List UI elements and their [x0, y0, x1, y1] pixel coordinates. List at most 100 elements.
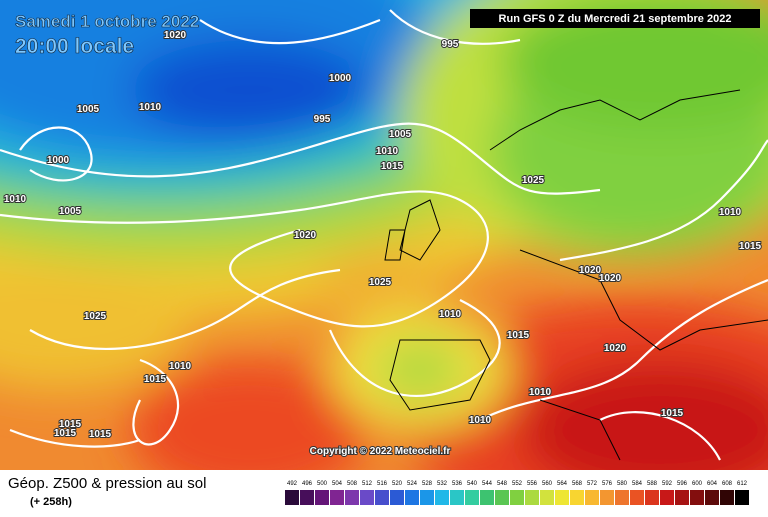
scale-label: 524 [407, 481, 418, 487]
scale-label: 556 [527, 481, 538, 487]
scale-label: 572 [587, 481, 598, 487]
scale-label: 596 [677, 481, 688, 487]
scale-swatch [690, 490, 704, 505]
scale-swatch [570, 490, 584, 505]
scale-swatch [315, 490, 329, 505]
scale-swatch [720, 490, 734, 505]
scale-label: 552 [512, 481, 523, 487]
scale-label: 584 [632, 481, 643, 487]
isobar-label: 1010 [719, 207, 742, 218]
isobar-label: 995 [314, 114, 331, 125]
scale-swatch [450, 490, 464, 505]
scale-swatch [675, 490, 689, 505]
isobar-label: 1005 [59, 206, 82, 217]
scale-label: 576 [602, 481, 613, 487]
isobar-label: 1010 [139, 102, 162, 113]
scale-label: 512 [362, 481, 373, 487]
scale-swatch [480, 490, 494, 505]
isobar-label: 1025 [84, 311, 107, 322]
scale-label: 604 [707, 481, 718, 487]
scale-swatch [510, 490, 524, 505]
scale-label: 540 [467, 481, 478, 487]
isobar-label: 1015 [381, 161, 404, 172]
scale-label: 544 [482, 481, 493, 487]
scale-label: 580 [617, 481, 628, 487]
scale-label: 560 [542, 481, 553, 487]
scale-swatch [345, 490, 359, 505]
scale-label: 548 [497, 481, 508, 487]
scale-label: 600 [692, 481, 703, 487]
scale-label: 564 [557, 481, 568, 487]
scale-swatch [495, 490, 509, 505]
scale-swatch [300, 490, 314, 505]
scale-swatch [390, 490, 404, 505]
isobar-label: 1025 [369, 277, 392, 288]
scale-label: 496 [302, 481, 313, 487]
isobar-label: 1015 [739, 241, 762, 252]
copyright: Copyright © 2022 Meteociel.fr [310, 446, 451, 457]
scale-swatch [645, 490, 659, 505]
isobar-label: 1015 [54, 428, 77, 439]
scale-label: 588 [647, 481, 658, 487]
scale-label: 504 [332, 481, 343, 487]
map-time: 20:00 locale [15, 35, 134, 58]
scale-swatch [660, 490, 674, 505]
isobar-label: 1015 [89, 429, 112, 440]
scale-label: 608 [722, 481, 733, 487]
isobar-label: 1000 [329, 73, 352, 84]
isobar-label: 1000 [47, 155, 70, 166]
footer-title: Géop. Z500 & pression au sol [8, 475, 206, 492]
isobar-label: 1005 [77, 104, 100, 115]
isobar-label: 1010 [439, 309, 462, 320]
scale-label: 528 [422, 481, 433, 487]
isobar-label: 1010 [4, 194, 27, 205]
isobar-label: 1020 [599, 273, 622, 284]
scale-swatch [285, 490, 299, 505]
isobar-label: 1020 [579, 265, 602, 276]
scale-label: 516 [377, 481, 388, 487]
isobar-label: 1015 [144, 374, 167, 385]
isobar-label: 1015 [661, 408, 684, 419]
isobar-label: 1015 [59, 419, 82, 430]
isobar-label: 1020 [294, 230, 317, 241]
scale-label: 508 [347, 481, 358, 487]
scale-swatch [585, 490, 599, 505]
scale-swatch [735, 490, 749, 505]
isobar-label: 1015 [507, 330, 530, 341]
scale-label: 592 [662, 481, 673, 487]
isobar-label: 1005 [389, 129, 412, 140]
map-date: Samedi 1 octobre 2022 [15, 12, 199, 31]
scale-label: 612 [737, 481, 748, 487]
scale-label: 520 [392, 481, 403, 487]
isobar-label: 1025 [522, 175, 545, 186]
scale-swatch [705, 490, 719, 505]
scale-label: 536 [452, 481, 463, 487]
isobar-label: 1010 [469, 415, 492, 426]
lead-time: (+ 258h) [30, 496, 72, 508]
isobar-label: 1020 [164, 30, 187, 41]
scale-label: 568 [572, 481, 583, 487]
isobar-label: 1020 [604, 343, 627, 354]
scale-swatch [525, 490, 539, 505]
run-box [470, 9, 760, 28]
scale-swatch [630, 490, 644, 505]
scale-swatch [360, 490, 374, 505]
scale-swatch [375, 490, 389, 505]
scale-swatch [540, 490, 554, 505]
isobar-label: 1010 [376, 146, 399, 157]
scale-swatch [465, 490, 479, 505]
scale-label: 492 [287, 481, 298, 487]
scale-label: 532 [437, 481, 448, 487]
scale-swatch [615, 490, 629, 505]
scale-swatch [555, 490, 569, 505]
scale-swatch [435, 490, 449, 505]
scale-swatch [330, 490, 344, 505]
isobar-label: 1010 [169, 361, 192, 372]
isobar-label: 1010 [529, 387, 552, 398]
scale-swatch [420, 490, 434, 505]
isobar-label: 995 [442, 39, 459, 50]
scale-label: 500 [317, 481, 328, 487]
scale-swatch [405, 490, 419, 505]
